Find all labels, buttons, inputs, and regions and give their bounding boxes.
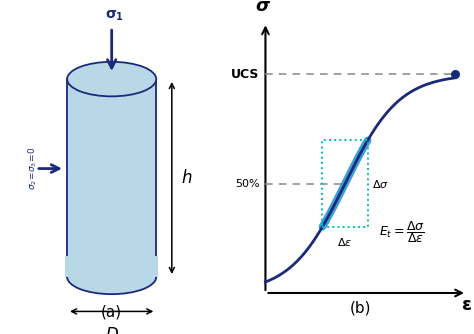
Text: 50%: 50% [235, 179, 259, 189]
Ellipse shape [67, 62, 156, 96]
Polygon shape [67, 79, 156, 277]
Text: UCS: UCS [231, 68, 259, 80]
Text: $\sigma_2\!=\!\sigma_3\!=\!0$: $\sigma_2\!=\!\sigma_3\!=\!0$ [27, 147, 39, 190]
Text: $h$: $h$ [181, 169, 192, 187]
Text: (a): (a) [101, 304, 122, 319]
Text: $\mathbf{\sigma_1}$: $\mathbf{\sigma_1}$ [106, 8, 125, 23]
Text: $\Delta\sigma$: $\Delta\sigma$ [373, 178, 389, 190]
Polygon shape [65, 257, 158, 277]
Text: $\boldsymbol{\sigma}$: $\boldsymbol{\sigma}$ [255, 0, 271, 15]
Text: (b): (b) [349, 301, 371, 316]
Text: $D$: $D$ [105, 326, 118, 334]
Ellipse shape [67, 260, 156, 294]
Text: $\boldsymbol{\varepsilon}$: $\boldsymbol{\varepsilon}$ [461, 296, 472, 314]
Text: $\Delta\varepsilon$: $\Delta\varepsilon$ [337, 236, 353, 248]
Text: $E_t = \dfrac{\Delta\sigma}{\Delta\varepsilon}$: $E_t = \dfrac{\Delta\sigma}{\Delta\varep… [379, 219, 425, 245]
